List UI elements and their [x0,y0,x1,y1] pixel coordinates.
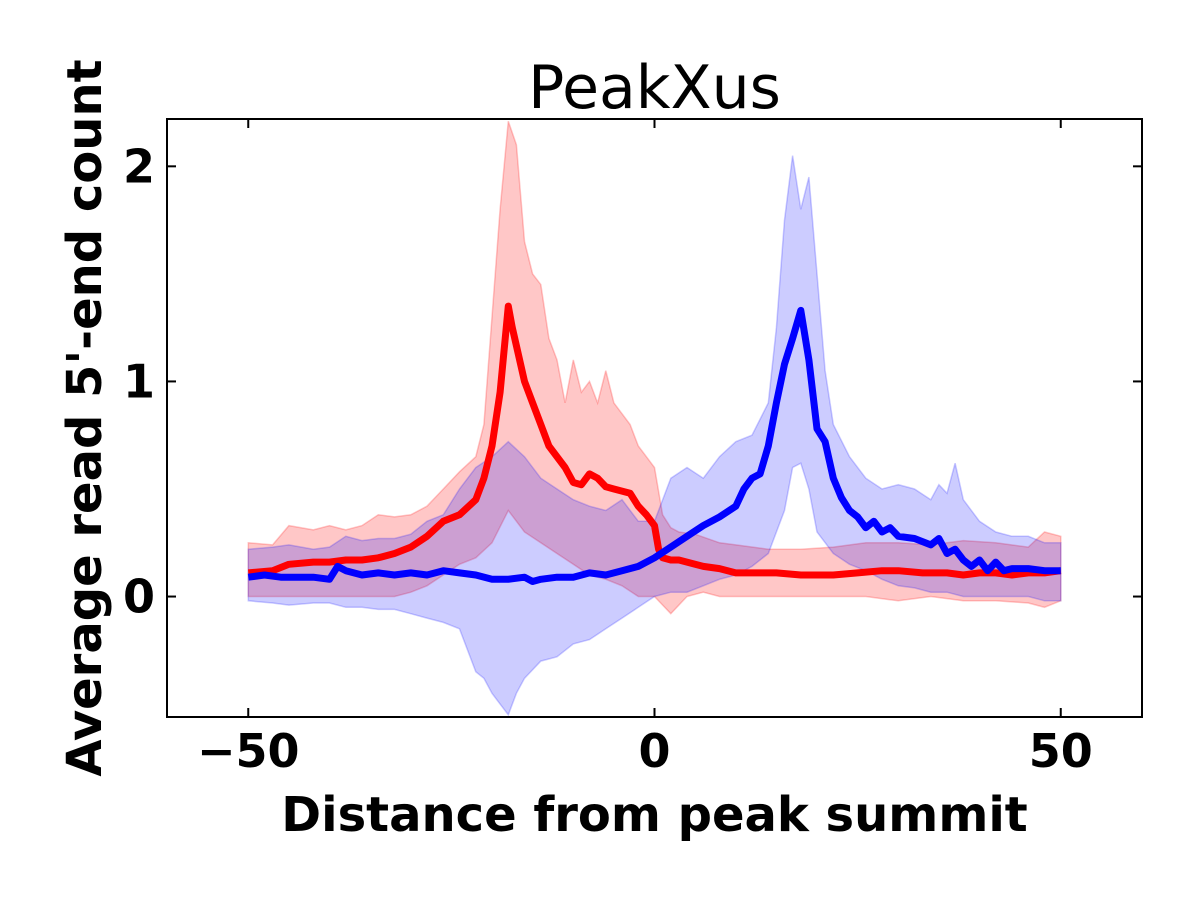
series-1-line [247,306,1061,585]
confidence-bands [247,120,1062,717]
x-axis-label: Distance from peak summit [281,787,1027,843]
series-0-line [247,302,1062,579]
axis-ticks: −50 0 50 0 1 2 [123,119,1142,778]
plot-frame [166,118,1143,718]
x-tick-label: 0 [638,724,670,778]
x-tick-label: −50 [197,724,300,778]
chart-title: PeakXus [528,53,781,123]
y-tick-label: 0 [123,570,155,624]
series-1-band [247,155,1062,717]
series-lines [247,302,1062,585]
y-axis-label: Average read 5'-end count [57,59,113,776]
x-tick-label: 50 [1029,724,1093,778]
y-tick-label: 2 [123,139,155,193]
y-tick-label: 1 [123,354,155,408]
